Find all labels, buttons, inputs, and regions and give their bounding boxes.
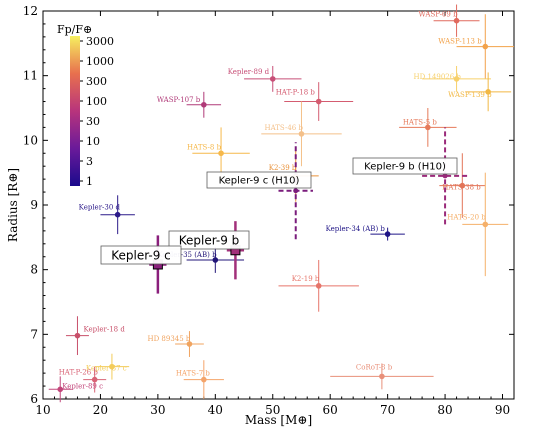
kepler-9-c-label-text: Kepler-9 c [111, 248, 171, 262]
x-tick-label: 10 [35, 403, 50, 417]
hats-7-b-label: HATS-7 b [176, 370, 211, 378]
y-tick-label: 11 [23, 69, 38, 83]
hat-p-26-b-point [91, 376, 98, 383]
corot-8-b-point [379, 373, 385, 380]
colorbar-tick-label: 1000 [86, 55, 114, 68]
kepler-30-d-label: Kepler-30 d [79, 204, 121, 212]
y-tick-label: 8 [30, 263, 38, 277]
kepler-9-b-label-text: Kepler-9 b [179, 233, 240, 247]
x-tick-label: 80 [437, 403, 452, 417]
kepler-9-b-h10-label-text: Kepler-9 b (H10) [364, 162, 446, 173]
x-tick-label: 60 [323, 403, 338, 417]
hats-8-b-point [218, 150, 224, 157]
hats-7-b-point [201, 376, 207, 383]
x-tick-label: 30 [150, 403, 165, 417]
wasp-107-b-point [201, 101, 207, 108]
kepler-34-ab-b-label: Kepler-34 (AB) b [326, 225, 386, 233]
hd-149026-b-label: HD 149026 b [414, 73, 462, 81]
y-tick-label: 7 [30, 327, 38, 341]
kepler-30-d-point [114, 211, 121, 218]
hd-149026-b-point [453, 76, 460, 82]
kepler-18-d-point [74, 332, 81, 339]
colorbar-tick-label: 1 [86, 175, 93, 188]
wasp-107-b-label: WASP-107 b [157, 96, 201, 104]
colorbar-tick-label: 10 [86, 135, 100, 148]
kepler-89-c-point [57, 386, 64, 393]
kepler-35-ab-b-label: Kepler-35 (AB) b [157, 251, 217, 259]
y-tick-label: 9 [30, 198, 38, 212]
wasp-113-b-label: WASP-113 b [438, 38, 482, 46]
hats-38-b-point [459, 182, 466, 189]
kepler-87-c-label: Kepler-87 c [86, 365, 127, 373]
hat-p-18-b-point [315, 98, 322, 105]
y-tick-label: 6 [30, 392, 38, 406]
kepler-18-d-label: Kepler-18 d [83, 326, 125, 334]
hd-89345-b-label: HD 89345 b [147, 335, 190, 343]
x-tick-label: 40 [208, 403, 223, 417]
kepler-9-b-h10-label-box [352, 157, 458, 175]
hats-20-b-label: HATS-20 b [447, 213, 486, 221]
colorbar [70, 36, 80, 186]
y-axis-title: Radius [R⊕] [6, 168, 20, 242]
k2-19-b-label: K2-19 b [292, 275, 320, 283]
hats-20-b-point [482, 221, 489, 228]
colorbar-title: Fp/F⊕ [57, 23, 92, 36]
kepler-9-c-h10-label-box [206, 171, 312, 189]
hats-38-b-label: HATS-38 b [442, 184, 481, 192]
kepler-89-d-point [269, 76, 276, 82]
colorbar-tick-label: 3 [86, 155, 93, 168]
hats-5-b-point [425, 124, 431, 131]
k2-19-b-point [315, 283, 322, 289]
wasp-69-b-label: WASP-69 b [419, 11, 459, 19]
wasp-113-b-point [482, 43, 489, 50]
hat-p-18-b-label: HAT-P-18 b [276, 89, 316, 97]
wasp-69-b-point [453, 17, 460, 24]
corot-8-b-label: CoRoT-8 b [356, 363, 393, 371]
kepler-89-d-label: Kepler-89 d [228, 68, 270, 76]
wasp-139-b-label: WASP-139 b [448, 91, 492, 99]
kepler-9-b-label-box [168, 230, 250, 250]
kepler-9-c-label-box [100, 245, 182, 265]
hats-8-b-label: HATS-8 b [187, 143, 222, 151]
y-tick-label: 10 [23, 133, 38, 147]
kepler-9-c-h10-label-text: Kepler-9 c (H10) [219, 176, 300, 187]
x-axis-title: Mass [M⊕] [245, 413, 312, 427]
y-tick-label: 12 [23, 4, 38, 18]
k2-39-b-label: K2-39 b [269, 164, 297, 172]
hat-p-26-b-label: HAT-P-26 b [59, 369, 99, 377]
colorbar-tick-label: 300 [86, 75, 107, 88]
kepler-9-b-h10-point [442, 173, 448, 179]
colorbar-tick-label: 3000 [86, 35, 114, 48]
kepler-34-ab-b-point [384, 231, 391, 237]
x-tick-label: 70 [380, 403, 395, 417]
hats-46-b-label: HATS-46 b [264, 124, 303, 132]
x-tick-label: 90 [495, 403, 510, 417]
x-tick-label: 20 [93, 403, 108, 417]
colorbar-tick-label: 100 [86, 95, 107, 108]
hats-46-b-point [298, 131, 305, 137]
kepler-35-ab-b-point [212, 257, 219, 263]
x-tick-label: 50 [265, 403, 280, 417]
colorbar-tick-label: 30 [86, 115, 100, 128]
hats-5-b-label: HATS-5 b [403, 118, 438, 126]
kepler-9-c-h10-point [293, 188, 299, 194]
kepler-87-c-point [109, 363, 115, 370]
kepler-89-c-label: Kepler-89 c [62, 382, 103, 390]
hd-89345-b-point [186, 341, 193, 347]
wasp-139-b-point [485, 89, 491, 95]
